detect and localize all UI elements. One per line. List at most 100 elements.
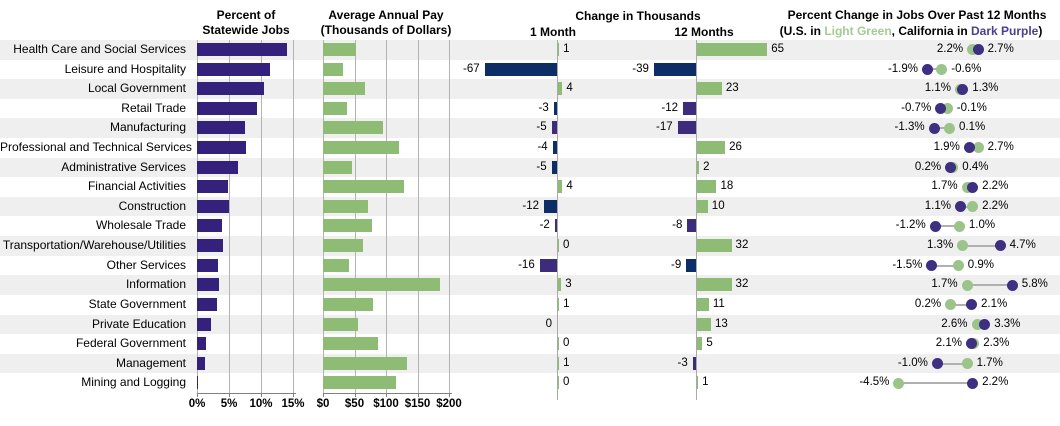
change-1month-bar xyxy=(551,121,557,135)
change-1month-value: -2 xyxy=(539,219,550,232)
pct-change-right-value: 2.3% xyxy=(983,337,1010,350)
pay-axis-tick-label: $0 xyxy=(316,398,330,410)
ca-dot xyxy=(967,377,979,389)
change-12month-value: 32 xyxy=(735,278,749,291)
change-12month-bar xyxy=(697,180,717,194)
pct-axis-tick-label: 15% xyxy=(281,398,305,410)
pct-change-right-value: 0.4% xyxy=(962,160,989,173)
pct-change-left-value: -1.2% xyxy=(895,219,926,232)
row-label: Manufacturing xyxy=(109,120,186,135)
pct-change-left-value: 2.2% xyxy=(936,43,964,55)
pct-change-left-value: -1.9% xyxy=(887,62,918,75)
change-12month-bar xyxy=(697,278,732,292)
pct-change-left-value: 1.1% xyxy=(924,82,951,95)
ca-dot xyxy=(972,44,984,56)
avg-pay-bar xyxy=(323,62,344,76)
pct-change-right-value: 0.1% xyxy=(959,121,986,134)
row-label: Mining and Logging xyxy=(81,375,186,390)
row-label: Professional and Technical Services xyxy=(0,140,192,155)
row-label: Local Government xyxy=(87,81,186,96)
change-12month-value: 10 xyxy=(711,199,725,212)
change-1month-bar xyxy=(558,239,559,253)
change-12month-value: 13 xyxy=(715,317,728,330)
panel4-subtitle: (U.S. in Light Green, California in Dark… xyxy=(762,24,1060,38)
change-12month-bar xyxy=(677,121,696,135)
ca-dot xyxy=(957,83,969,95)
change-1month-value: 0 xyxy=(545,317,552,330)
pay-tickmark xyxy=(323,393,324,397)
pct-statewide-bar xyxy=(197,356,206,370)
row-label: Information xyxy=(125,277,186,292)
dot-connector xyxy=(927,68,942,71)
change-1month-value: -67 xyxy=(463,62,480,75)
change-12month-bar xyxy=(697,160,700,174)
avg-pay-bar xyxy=(323,141,400,155)
change-1month-value: -12 xyxy=(522,199,540,212)
pct-statewide-bar xyxy=(197,43,287,56)
ca-dot xyxy=(963,142,975,154)
pct-tickmark xyxy=(197,393,198,397)
pct-statewide-bar xyxy=(197,317,212,331)
pct-statewide-bar xyxy=(197,62,270,76)
ca-dot xyxy=(966,338,977,350)
pct-change-right-value: 1.3% xyxy=(972,82,999,95)
ca-dot xyxy=(935,103,947,115)
change-1month-bar xyxy=(484,62,557,76)
panel3-col1-header: 1 Month xyxy=(530,25,576,39)
avg-pay-bar xyxy=(323,180,404,194)
pct-change-left-value: 1.3% xyxy=(926,239,954,252)
zero-axis-1month xyxy=(557,40,558,400)
change-12month-value: 26 xyxy=(729,141,742,154)
row-label: State Government xyxy=(88,296,186,311)
pct-change-left-value: -1.0% xyxy=(897,356,928,369)
pct-statewide-bar xyxy=(197,337,206,351)
change-1month-value: 0 xyxy=(563,337,570,350)
pct-gridline xyxy=(197,40,198,393)
pct-change-right-value: -0.1% xyxy=(956,101,987,114)
panel4-title: Percent Change in Jobs Over Past 12 Mont… xyxy=(787,8,1047,22)
panel4-subtitle-suffix: ) xyxy=(1038,24,1043,38)
pct-change-left-value: 0.2% xyxy=(914,297,942,310)
avg-pay-bar xyxy=(323,278,441,292)
dot-connector xyxy=(934,127,950,130)
zero-axis-12months xyxy=(696,40,697,400)
avg-pay-bar xyxy=(323,258,350,272)
panel4-subtitle-prefix: (U.S. in xyxy=(779,24,825,38)
pct-change-left-value: 1.9% xyxy=(933,141,960,154)
change-1month-value: -4 xyxy=(537,141,548,154)
us-dot xyxy=(952,260,964,272)
pct-statewide-bar xyxy=(197,239,224,253)
change-12month-bar xyxy=(683,101,696,115)
panel1-title-line1: Percent of xyxy=(216,8,276,22)
row-stripe xyxy=(0,196,1060,217)
pay-tickmark xyxy=(386,393,387,397)
dot-connector xyxy=(898,382,973,385)
pct-change-left-value: -1.5% xyxy=(892,258,923,271)
pct-change-right-value: 2.7% xyxy=(987,43,1014,55)
pct-change-left-value: -0.7% xyxy=(901,101,932,114)
dot-connector xyxy=(931,264,959,267)
panel3-col2-header: 12 Months xyxy=(674,25,734,39)
avg-pay-bar xyxy=(323,356,408,370)
change-12month-value: -17 xyxy=(656,121,673,134)
ca-dot xyxy=(966,299,977,311)
panel2-title: Average Annual Pay (Thousands of Dollars… xyxy=(306,8,466,38)
pct-axis-tick-label: 5% xyxy=(220,398,238,410)
change-12month-bar xyxy=(697,239,732,253)
pct-change-left-value: 2.6% xyxy=(941,317,968,330)
dot-connector xyxy=(962,244,1001,247)
change-12month-bar xyxy=(697,141,726,155)
pay-gridline xyxy=(417,40,419,393)
ca-dot xyxy=(928,122,940,134)
row-label: Transportation/Warehouse/Utilities xyxy=(2,238,186,253)
pct-change-right-value: 3.3% xyxy=(994,317,1021,330)
change-12month-bar xyxy=(697,82,722,96)
change-1month-value: -5 xyxy=(536,160,547,173)
pct-change-left-value: 1.7% xyxy=(931,180,958,193)
pct-change-right-value: 5.8% xyxy=(1021,278,1048,291)
row-label: Administrative Services xyxy=(61,159,186,174)
avg-pay-bar xyxy=(323,160,352,174)
us-dot xyxy=(893,377,905,389)
